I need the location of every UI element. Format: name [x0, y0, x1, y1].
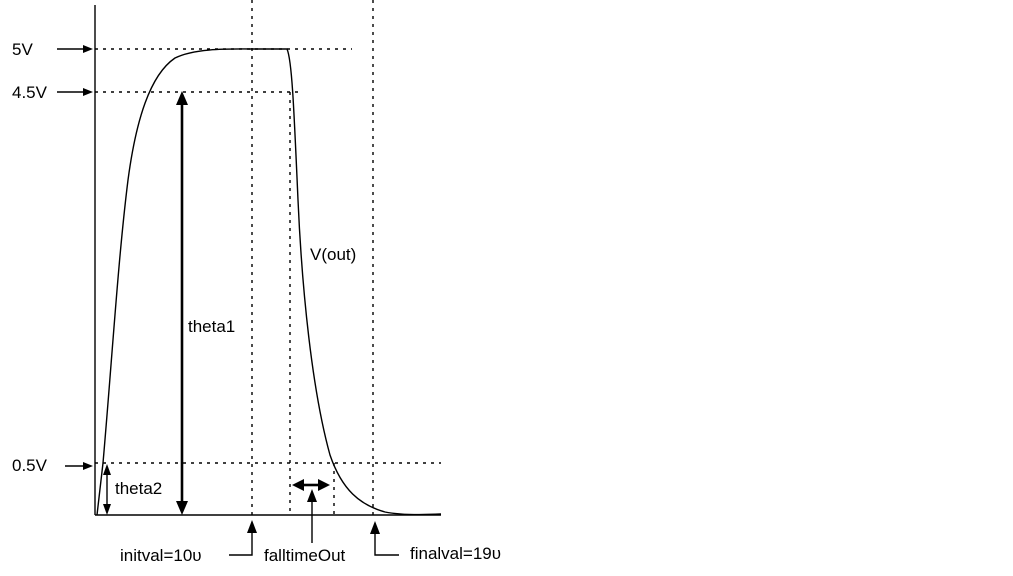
initval-pointer [229, 520, 257, 556]
theta1-label: theta1 [188, 317, 235, 336]
level-arrow-0-5v [65, 462, 93, 470]
finalval-label: finalval=19υ [410, 544, 501, 563]
level-label-4-5v: 4.5V [12, 83, 48, 102]
finalval-pointer [370, 521, 399, 556]
vout-waveform [96, 48, 442, 516]
falltime-pointer [307, 489, 317, 543]
level-arrow-4-5v [57, 88, 93, 96]
vout-label: V(out) [310, 245, 356, 264]
theta2-arrow [103, 464, 111, 515]
falltime-span-arrow [292, 479, 330, 491]
level-arrow-5v [57, 45, 93, 53]
theta1-arrow [176, 91, 188, 515]
falltime-label: falltimeOut [264, 546, 346, 565]
level-label-0-5v: 0.5V [12, 456, 48, 475]
initval-label: initval=10υ [120, 546, 202, 565]
level-label-5v: 5V [12, 40, 33, 59]
theta2-label: theta2 [115, 479, 162, 498]
